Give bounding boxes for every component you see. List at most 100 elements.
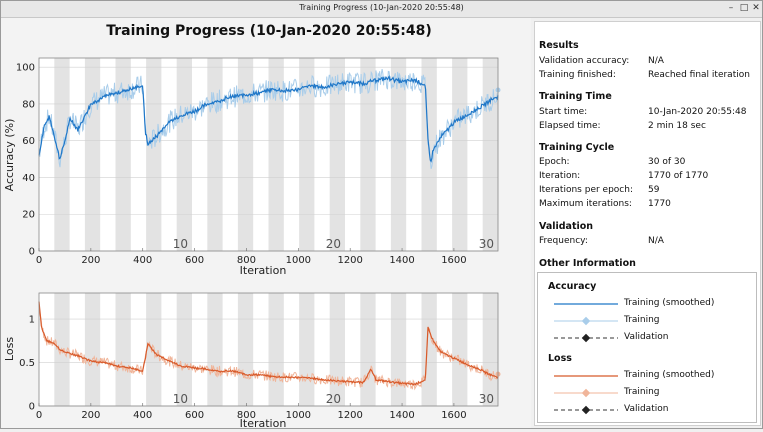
legend-accuracy-validation-marker <box>554 333 618 343</box>
window-title: Training Progress (10-Jan-2020 20:55:48) <box>299 3 464 12</box>
loss-ytick-label: 1 <box>29 315 35 326</box>
acc-epoch-band <box>54 58 70 251</box>
training-finished-label: Training finished: <box>539 70 616 80</box>
maximize-icon[interactable]: □ <box>739 3 749 13</box>
acc-epoch-band <box>268 58 284 251</box>
acc-epoch-band <box>482 58 498 251</box>
validation-accuracy-label: Validation accuracy: <box>539 56 630 66</box>
epoch-label: Epoch: <box>539 157 570 167</box>
acc-ytick-label: 80 <box>22 99 35 110</box>
loss-plot: 0 0.5 1 0 200 400 600 800 1000 1200 1400 1600 10 20… <box>3 292 501 430</box>
acc-epoch-label: 30 <box>479 237 494 251</box>
accuracy-plot: 0 20 40 60 80 100 0 200 400 600 800 1000 1200 1400 16… <box>3 57 501 277</box>
legend-accuracy-heading: Accuracy <box>548 281 597 292</box>
acc-ytick-label: 60 <box>22 136 35 147</box>
legend-loss-smoothed-label: Training (smoothed) <box>624 370 715 380</box>
training-finished-value: Reached final iteration <box>648 70 750 80</box>
acc-epoch-band <box>390 58 407 251</box>
acc-xtick-label: 0 <box>36 255 42 266</box>
loss-ytick-label: 0 <box>29 402 35 413</box>
legend-loss-validation-marker <box>554 405 618 415</box>
acc-epoch-band <box>115 58 131 251</box>
acc-ytick-label: 20 <box>22 210 35 221</box>
accuracy-training-smoothed-line <box>38 75 499 163</box>
acc-epoch-band <box>176 58 192 251</box>
plots-canvas: Training Progress (10-Jan-2020 20:55:48)… <box>3 23 501 430</box>
legend-accuracy-smoothed-marker <box>554 303 618 305</box>
loss-xtick-label: 1200 <box>337 410 362 421</box>
loss-xtick-label: 1400 <box>389 410 414 421</box>
acc-epoch-band <box>207 58 223 251</box>
training-cycle-heading: Training Cycle <box>539 142 615 153</box>
legend-loss-smoothed-marker <box>554 375 618 377</box>
legend-loss-heading: Loss <box>548 353 572 364</box>
loss-xtick-label: 200 <box>81 410 100 421</box>
acc-xtick-label: 1200 <box>337 255 362 266</box>
loss-epoch-label: 20 <box>326 392 341 406</box>
acc-epoch-band <box>237 58 254 251</box>
loss-epoch-band <box>390 293 407 406</box>
loss-epoch-band <box>421 293 437 406</box>
frequency-value: N/A <box>648 236 664 246</box>
loss-xtick-label: 1600 <box>441 410 466 421</box>
loss-epoch-band <box>115 293 131 406</box>
loss-epoch-band <box>360 293 376 406</box>
loss-xlabel: Iteration <box>240 417 287 428</box>
legend-accuracy-smoothed-label: Training (smoothed) <box>624 298 715 308</box>
acc-epoch-label: 10 <box>173 237 188 251</box>
max-iterations-value: 1770 <box>648 199 671 209</box>
legend-accuracy-validation-label: Validation <box>624 332 669 342</box>
acc-xtick-label: 600 <box>185 255 204 266</box>
start-time-value: 10-Jan-2020 20:55:48 <box>648 107 747 117</box>
validation-heading: Validation <box>539 221 594 232</box>
accuracy-axes-frame <box>38 57 499 252</box>
loss-axes-frame <box>38 292 499 407</box>
loss-epoch-band <box>84 293 101 406</box>
acc-epoch-band <box>452 58 468 251</box>
iterations-per-epoch-value: 59 <box>648 185 660 195</box>
acc-epoch-band <box>360 58 376 251</box>
loss-epoch-label: 30 <box>479 392 494 406</box>
accuracy-xlabel: Iteration <box>240 264 287 277</box>
max-iterations-label: Maximum iterations: <box>539 199 632 209</box>
loss-training-smoothed-line <box>38 301 499 386</box>
close-icon[interactable]: ✕ <box>752 3 760 13</box>
plot-pane: Training Progress (10-Jan-2020 20:55:48)… <box>1 18 531 430</box>
legend-accuracy-training-marker <box>554 316 618 326</box>
elapsed-time-value: 2 min 18 sec <box>648 121 706 131</box>
info-panel: Results Validation accuracy: N/A Trainin… <box>534 21 761 426</box>
validation-accuracy-value: N/A <box>648 56 664 66</box>
elapsed-time-label: Elapsed time: <box>539 121 601 131</box>
loss-xtick-label: 800 <box>237 410 256 421</box>
acc-ytick-label: 40 <box>22 173 35 184</box>
acc-ytick-label: 0 <box>29 247 35 258</box>
frequency-label: Frequency: <box>539 236 588 246</box>
legend-loss-training-marker <box>554 388 618 398</box>
acc-xtick-label: 1400 <box>389 255 414 266</box>
loss-ylabel: Loss <box>3 337 16 361</box>
loss-epoch-band <box>482 293 498 406</box>
legend-loss-training-label: Training <box>624 387 660 397</box>
loss-epoch-band <box>268 293 284 406</box>
iteration-label: Iteration: <box>539 171 581 181</box>
epoch-value: 30 of 30 <box>648 157 686 167</box>
training-time-heading: Training Time <box>539 91 612 102</box>
loss-training-raw-line <box>38 301 499 391</box>
minimize-icon[interactable]: – <box>728 3 734 13</box>
legend-box: Accuracy Training (smoothed) Training Va… <box>537 272 757 423</box>
acc-xtick-label: 200 <box>81 255 100 266</box>
legend-loss-validation-label: Validation <box>624 404 669 414</box>
loss-epoch-band <box>237 293 254 406</box>
acc-epoch-band <box>299 58 315 251</box>
main-title: Training Progress (10-Jan-2020 20:55:48) <box>106 23 432 39</box>
acc-epoch-band <box>146 58 162 251</box>
loss-epoch-band <box>207 293 223 406</box>
acc-ytick-label: 100 <box>16 63 35 74</box>
loss-epoch-label: 10 <box>173 392 188 406</box>
acc-epoch-band <box>329 58 345 251</box>
acc-xtick-label: 400 <box>133 255 152 266</box>
accuracy-training-raw-line <box>38 69 499 169</box>
results-heading: Results <box>539 40 579 51</box>
loss-xtick-label: 400 <box>133 410 152 421</box>
loss-epoch-band <box>452 293 468 406</box>
